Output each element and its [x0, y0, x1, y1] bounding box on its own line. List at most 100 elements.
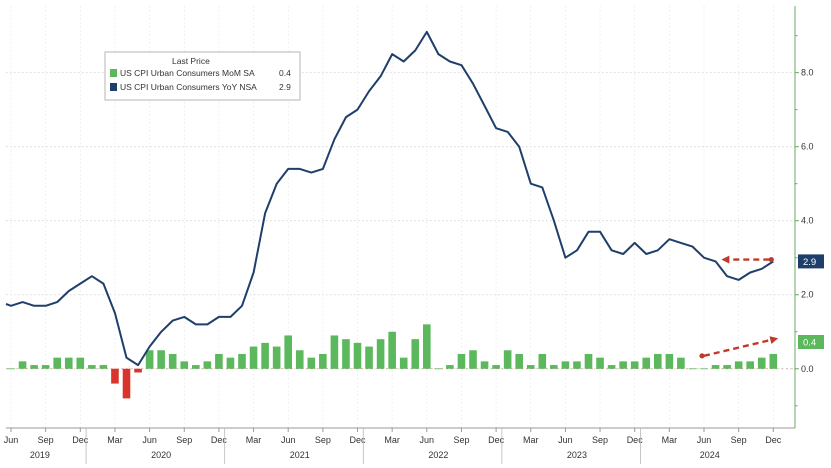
mom-bar: [434, 368, 443, 370]
mom-bar: [654, 353, 662, 369]
mom-bar: [41, 365, 50, 369]
mom-bar: [145, 350, 154, 369]
mom-bar: [99, 365, 108, 369]
mom-bar: [700, 368, 708, 370]
x-tick-label: Sep: [315, 435, 331, 445]
mom-bar: [411, 339, 420, 369]
mom-bar: [238, 353, 246, 369]
x-tick-label: Sep: [592, 435, 608, 445]
mom-bar: [64, 357, 73, 369]
last-value-labels: 2.9 0.4: [798, 254, 824, 349]
mom-bar: [423, 324, 431, 369]
last-mom-box: [798, 335, 824, 349]
mom-bar: [76, 357, 85, 369]
mom-bar: [446, 365, 454, 369]
mom-bar: [226, 357, 235, 369]
x-tick-label: Sep: [38, 435, 54, 445]
mom-bar: [215, 353, 223, 369]
mom-bar: [688, 368, 697, 370]
x-tick-label: Dec: [488, 435, 505, 445]
x-year-label: 2023: [567, 450, 587, 460]
mom-bar: [261, 342, 269, 369]
mom-bar: [249, 346, 258, 369]
mom-bar: [376, 339, 385, 369]
mom-bar: [457, 353, 466, 369]
x-tick-label: Sep: [453, 435, 469, 445]
mom-bar: [584, 353, 593, 369]
x-tick-label: Dec: [349, 435, 366, 445]
mom-bar: [677, 357, 685, 369]
x-tick-label: Dec: [765, 435, 782, 445]
mom-bar: [642, 357, 651, 369]
y-tick-label: 6.0: [801, 142, 814, 152]
arrow-upright-annotation: [703, 336, 779, 357]
x-year-label: 2022: [428, 450, 448, 460]
mom-bar: [307, 357, 316, 369]
mom-bar: [53, 357, 61, 369]
mom-bar: [342, 339, 350, 369]
mom-bar: [18, 361, 27, 369]
mom-bar: [7, 368, 15, 370]
x-year-label: 2019: [30, 450, 50, 460]
yoy-line: [5, 30, 774, 367]
last-mom-label: 0.4: [803, 338, 816, 349]
mom-bar: [503, 350, 512, 369]
x-year-label: 2024: [700, 450, 720, 460]
x-tick-label: Mar: [384, 435, 400, 445]
x-tick-label: Mar: [662, 435, 678, 445]
mom-bar: [665, 353, 674, 369]
legend-label-yoy: US CPI Urban Consumers YoY NSA: [120, 82, 257, 92]
x-tick-label: Jun: [420, 435, 435, 445]
legend-title: Last Price: [172, 56, 210, 66]
mom-bar: [134, 368, 142, 373]
yoy-line-group: [5, 30, 774, 367]
arrow-origin-dot: [768, 256, 774, 263]
x-tick-label: Jun: [281, 435, 296, 445]
y-tick-label: 4.0: [801, 216, 814, 226]
mom-bar: [480, 361, 489, 369]
mom-bar: [561, 361, 570, 369]
x-tick-label: Jun: [697, 435, 712, 445]
x-tick-label: Jun: [4, 435, 19, 445]
mom-bar: [550, 365, 558, 369]
legend: Last Price US CPI Urban Consumers MoM SA…: [104, 51, 301, 101]
legend-value-mom: 0.4: [279, 68, 291, 78]
mom-bar: [192, 365, 200, 369]
mom-bar: [573, 361, 581, 369]
mom-bar: [295, 350, 304, 369]
mom-bar: [180, 361, 189, 369]
x-year-label: 2020: [151, 450, 171, 460]
x-tick-label: Mar: [246, 435, 262, 445]
y-tick-label: 8.0: [801, 68, 814, 78]
mom-bar: [630, 361, 639, 369]
y-tick-label: 2.0: [801, 290, 814, 300]
mom-bar: [746, 361, 754, 369]
arrow-origin-dot: [699, 353, 705, 359]
mom-bar: [111, 368, 119, 384]
mom-bar: [284, 335, 292, 369]
mom-bar: [469, 350, 477, 369]
x-tick-label: Dec: [627, 435, 644, 445]
mom-bar: [757, 357, 766, 369]
mom-bar: [272, 346, 281, 369]
mom-bar: [399, 357, 408, 369]
x-tick-label: Sep: [731, 435, 747, 445]
mom-bar: [526, 365, 535, 369]
last-yoy-label: 2.9: [803, 257, 816, 268]
legend-box: [104, 51, 301, 101]
mom-bar: [88, 365, 96, 369]
mom-bar: [353, 342, 362, 369]
y-tick-label: 0.0: [801, 364, 814, 374]
x-tick-label: Mar: [107, 435, 123, 445]
x-tick-label: Jun: [142, 435, 157, 445]
mom-bars: [7, 324, 778, 399]
x-tick-label: Sep: [176, 435, 192, 445]
mom-bar: [734, 361, 743, 369]
annotations: [699, 255, 779, 359]
mom-bar: [515, 353, 523, 369]
mom-bar: [168, 353, 177, 369]
mom-bar: [365, 346, 373, 369]
mom-bar: [30, 365, 38, 369]
mom-bar: [596, 357, 604, 369]
